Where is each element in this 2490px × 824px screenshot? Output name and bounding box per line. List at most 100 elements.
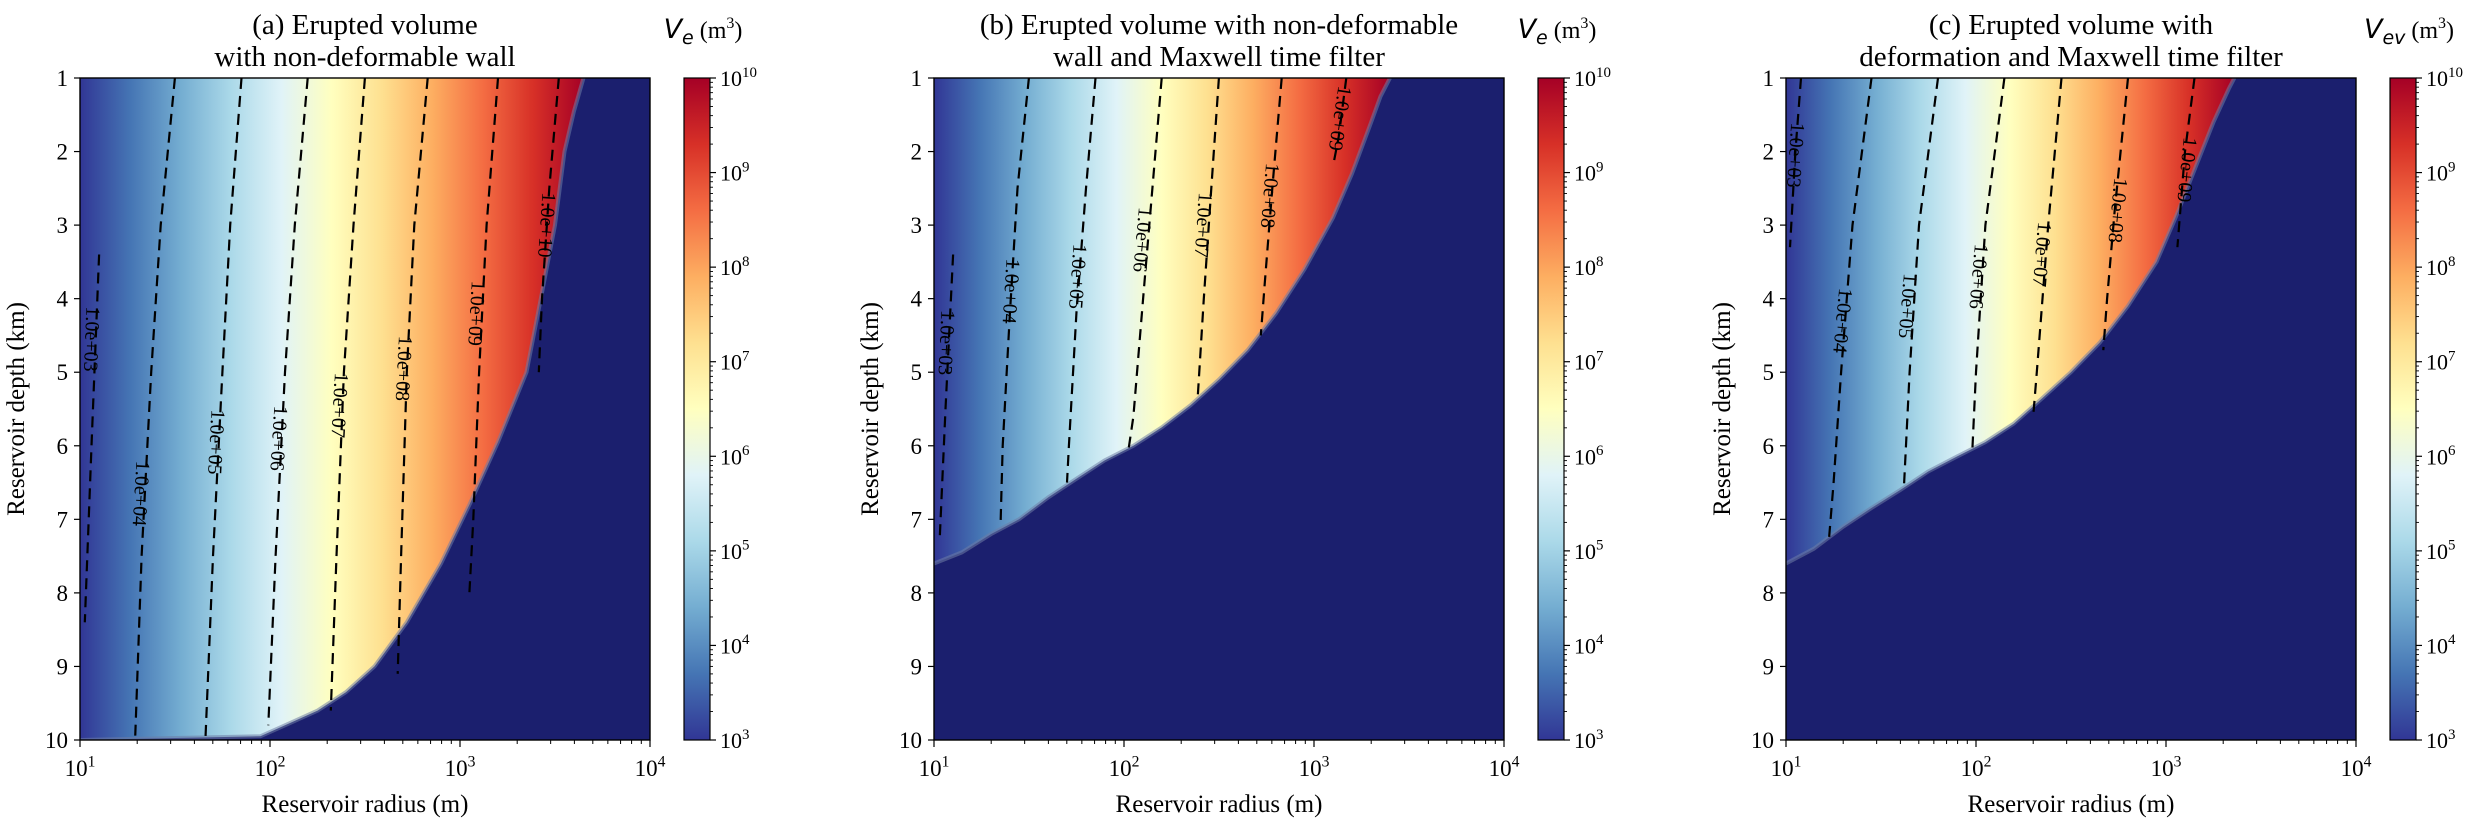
y-tick-label: 7 <box>1763 507 1775 532</box>
y-tick-label: 9 <box>57 654 69 679</box>
colorbar-tick-label: 105 <box>720 538 749 564</box>
contour-6: 1.0e+08 <box>1256 78 1283 336</box>
heat-field <box>1786 78 2235 564</box>
chart-title-line2: deformation and Maxwell time filter <box>1859 41 2283 73</box>
y-tick-label: 3 <box>57 213 69 238</box>
y-tick-label: 4 <box>911 287 923 312</box>
heat-field <box>934 78 1390 564</box>
chart-title-line1: (c) Erupted volume with <box>1929 9 2214 41</box>
y-tick-label: 8 <box>1763 581 1775 606</box>
y-tick-label: 3 <box>911 213 923 238</box>
plot-frame <box>79 77 651 741</box>
contour-line <box>1065 78 1097 483</box>
panel-2: 1.0e+03 1.0e+04 1.0e+05 1.0e+06 1.0e+07 1.0e+… <box>857 9 1611 818</box>
contour-2: 1.0e+04 <box>128 78 176 740</box>
y-axis-label: Reservoir depth (km) <box>3 302 30 516</box>
y-tick-label: 6 <box>911 434 923 459</box>
y-tick-label: 9 <box>1763 654 1775 679</box>
y-tick-label: 5 <box>911 360 923 385</box>
y-tick-label: 6 <box>1763 434 1775 459</box>
contour-line <box>83 254 101 623</box>
colorbar-tick-label: 109 <box>1574 159 1603 185</box>
contour-label: 1.0e+07 <box>1190 192 1216 258</box>
contour-label: 1.0e+07 <box>326 372 351 438</box>
colorbar-label: Ve (m3) <box>664 14 743 49</box>
x-axis-label: Reservoir radius (m) <box>1968 791 2175 818</box>
x-tick-label: 104 <box>2341 753 2372 781</box>
contour-line <box>999 78 1030 527</box>
x-tick-label: 104 <box>635 753 666 781</box>
contour-label: 1.0e+03 <box>933 310 958 376</box>
panel-1: 1.0e+03 1.0e+04 1.0e+05 1.0e+06 1.0e+07 1.0e+… <box>3 9 757 818</box>
colorbar-tick-label: 104 <box>1574 632 1604 658</box>
colorbar-tick-label: 103 <box>2426 727 2455 753</box>
contour-line <box>1902 78 1940 490</box>
colorbar-tick-label: 103 <box>1574 727 1603 753</box>
colorbar-tick-label: 1010 <box>2426 65 2463 91</box>
colorbar-tick-label: 1010 <box>720 65 757 91</box>
contour-3: 1.0e+05 <box>1064 78 1097 483</box>
colorbar-gradient <box>1537 77 1565 741</box>
contour-label: 1.0e+06 <box>265 405 291 471</box>
contour-label: 1.0e+05 <box>1894 273 1921 340</box>
contour-line <box>938 254 955 542</box>
contour-line <box>1126 78 1163 454</box>
y-tick-label: 5 <box>57 360 69 385</box>
contour-2: 1.0e+04 <box>998 78 1030 527</box>
y-axis-label: Reservoir depth (km) <box>857 302 884 516</box>
filter-boundary <box>1786 78 2237 566</box>
y-tick-label: 1 <box>57 66 69 91</box>
x-tick-label: 102 <box>1961 753 1992 781</box>
x-tick-label: 101 <box>65 753 96 781</box>
x-tick-label: 103 <box>1299 753 1330 781</box>
contour-label: 1.0e+08 <box>391 335 416 401</box>
x-tick-label: 102 <box>1109 753 1140 781</box>
contour-label: 1.0e+05 <box>203 409 228 475</box>
contour-label: 1.0e+04 <box>128 460 154 526</box>
colorbar-label: Vev (m3) <box>2364 14 2454 49</box>
contour-line <box>396 78 429 674</box>
x-axis-label: Reservoir radius (m) <box>262 791 469 818</box>
contour-3: 1.0e+05 <box>1894 78 1940 490</box>
colorbar-tick-label: 107 <box>720 348 750 374</box>
plot-frame <box>1785 77 2357 741</box>
contour-line <box>267 78 309 726</box>
y-tick-label: 2 <box>57 140 69 165</box>
contour-line <box>1971 78 2006 454</box>
y-tick-label: 10 <box>899 728 922 753</box>
colorbar-gradient <box>683 77 711 741</box>
chart-title-line2: with non-deformable wall <box>214 41 515 73</box>
x-tick-label: 104 <box>1489 753 1520 781</box>
y-tick-label: 2 <box>1763 140 1775 165</box>
x-tick-label: 102 <box>255 753 286 781</box>
contour-line <box>537 78 560 373</box>
colorbar-label: Ve (m3) <box>1518 14 1597 49</box>
x-tick-label: 103 <box>445 753 476 781</box>
colorbar-tick-label: 107 <box>2426 348 2456 374</box>
contour-1: 1.0e+03 <box>79 254 103 623</box>
y-tick-label: 8 <box>911 581 923 606</box>
panel-3: 1.0e+031.0e+04 1.0e+05 1.0e+06 1.0e+071.0e+… <box>1709 9 2463 818</box>
chart-title-line1: (a) Erupted volume <box>252 9 477 41</box>
contour-4: 1.0e+06 <box>1126 78 1163 454</box>
contour-1: 1.0e+03 <box>933 254 959 542</box>
colorbar-tick-label: 104 <box>720 632 750 658</box>
y-tick-label: 2 <box>911 140 923 165</box>
contour-line <box>1259 78 1283 336</box>
contour-line <box>134 78 176 740</box>
x-axis-label: Reservoir radius (m) <box>1116 791 1323 818</box>
x-tick-label: 101 <box>1771 753 1802 781</box>
contour-label: 1.0e+09 <box>463 280 489 346</box>
filter-boundary <box>80 78 586 740</box>
colorbar-tick-label: 109 <box>2426 159 2455 185</box>
y-tick-label: 7 <box>911 507 923 532</box>
colorbar-tick-label: 106 <box>720 443 750 469</box>
colorbar-tick-label: 108 <box>1574 254 1603 280</box>
colorbar-tick-label: 109 <box>720 159 749 185</box>
colorbar-tick-label: 106 <box>2426 443 2456 469</box>
colorbar-tick-label: 108 <box>2426 254 2455 280</box>
colorbar: 103 104 105 106 107 108 109 1010 Vev (m3) <box>2364 14 2463 753</box>
y-tick-label: 4 <box>1763 287 1775 312</box>
contour-label: 1.0e+10 <box>533 192 559 259</box>
y-tick-label: 3 <box>1763 213 1775 238</box>
